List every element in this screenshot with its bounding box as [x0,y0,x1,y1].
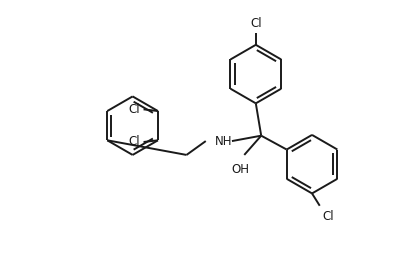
Text: Cl: Cl [322,210,334,223]
Text: Cl: Cl [128,135,140,149]
Text: Cl: Cl [249,17,261,30]
Text: Cl: Cl [128,103,140,116]
Text: NH: NH [215,135,232,148]
Text: OH: OH [231,163,249,176]
